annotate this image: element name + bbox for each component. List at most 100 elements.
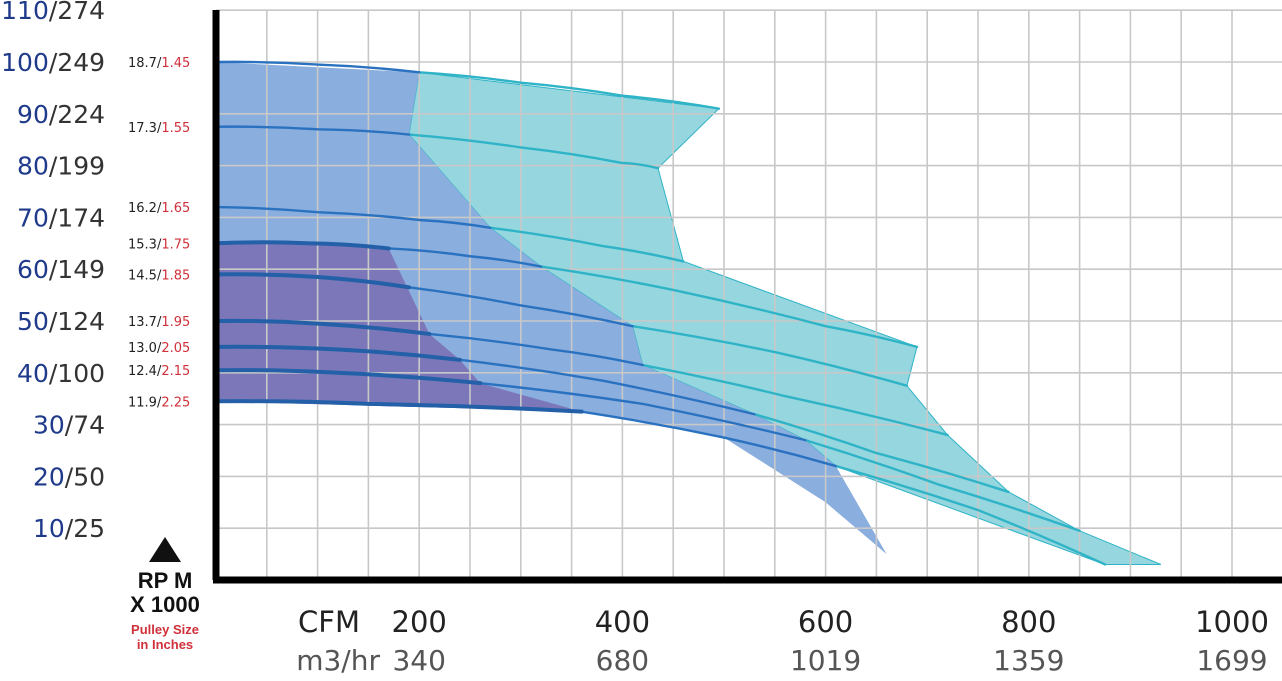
- y-tick-pulley: /100: [49, 359, 105, 388]
- curve-label: 11.9/2.25: [128, 395, 190, 410]
- x-tick-label-m3hr: 1699: [1196, 644, 1267, 677]
- y-tick-label: 20/50: [33, 462, 105, 491]
- curve-cyan-segment: [631, 324, 909, 387]
- curve-rpm: 15.3/: [128, 237, 162, 252]
- curve-blue-segment: [428, 332, 644, 367]
- up-arrow-icon: [149, 537, 181, 562]
- curve-label: 16.2/1.65: [128, 201, 190, 216]
- y-axis-subtitle-line1: Pulley Size: [131, 622, 199, 637]
- blue-region: [216, 62, 887, 555]
- x-tick-label-cfm: 1000: [1195, 605, 1269, 639]
- y-tick-rpm: 10: [33, 514, 65, 543]
- curve-pulley: 1.95: [161, 315, 190, 330]
- curve-blue-segment: [580, 410, 837, 468]
- x-axis-tick-labels: 200 340 400 680 600 1019 800 1359 1000 1699: [392, 605, 1269, 677]
- curve-dark-segment: [214, 368, 483, 386]
- rpm-curves: [214, 60, 1107, 566]
- curve-pulley: 1.75: [161, 237, 190, 252]
- y-tick-rpm: 20: [33, 462, 65, 491]
- curve-cyan-segment: [489, 226, 685, 263]
- x-tick-label-cfm: 600: [798, 605, 853, 639]
- y-tick-rpm: 30: [33, 411, 65, 440]
- y-tick-label: 80/199: [17, 152, 105, 181]
- curve-blue-segment: [387, 247, 543, 268]
- curve-cyan-segment: [407, 133, 660, 170]
- y-axis-title-line1: RP M: [138, 568, 193, 593]
- curve-blue-segment: [407, 286, 634, 328]
- curve-rpm: 11.9/: [128, 395, 162, 410]
- curve-cyan-segment: [641, 363, 949, 437]
- curve-dark-segment: [214, 318, 432, 336]
- y-tick-pulley: /249: [49, 48, 105, 77]
- y-tick-rpm: 50: [17, 307, 49, 336]
- curve-dark-segment: [214, 272, 412, 290]
- curve-pulley: 2.15: [161, 364, 190, 379]
- curve-dark-segment: [214, 240, 391, 251]
- y-tick-rpm: 90: [17, 100, 49, 129]
- y-tick-label: 50/124: [17, 307, 105, 336]
- curve-pulley: 1.45: [161, 56, 190, 71]
- y-tick-label: 70/174: [17, 203, 105, 232]
- y-tick-rpm: 70: [17, 203, 49, 232]
- y-tick-pulley: /149: [49, 255, 105, 284]
- cyan-region: [408, 71, 1162, 565]
- curve-blue-segment: [478, 381, 807, 442]
- x-tick-label-m3hr: 680: [596, 644, 649, 677]
- y-tick-rpm: 60: [17, 255, 49, 284]
- curve-labels: 18.7/1.45 17.3/1.55 16.2/1.65 15.3/1.75 14.5…: [128, 56, 190, 410]
- curve-dark-segment: [214, 344, 462, 362]
- y-tick-label: 30/74: [33, 411, 105, 440]
- y-tick-pulley: /224: [49, 100, 105, 129]
- y-tick-label: 60/149: [17, 255, 105, 284]
- curve-pulley: 1.65: [161, 201, 190, 216]
- chart-grid: [216, 9, 1282, 580]
- curve-label: 12.4/2.15: [128, 364, 190, 379]
- y-axis-subtitle-line2: in Inches: [137, 637, 193, 652]
- performance-regions: [216, 62, 1162, 565]
- curve-dark-segment: [214, 399, 584, 414]
- chart-axes: [212, 10, 1282, 584]
- x-tick-label-m3hr: 1359: [993, 644, 1064, 677]
- curve-label: 13.7/1.95: [128, 315, 190, 330]
- curve-blue-segment: [214, 205, 492, 229]
- curve-rpm: 18.7/: [128, 56, 162, 71]
- y-tick-rpm: 100: [1, 48, 49, 77]
- x-tick-label-cfm: 800: [1001, 605, 1056, 639]
- curve-blue-segment: [214, 125, 411, 136]
- curve-blue-segment: [458, 358, 756, 416]
- x-tick-label-cfm: 400: [595, 605, 650, 639]
- x-axis-secondary-label: m3/hr: [296, 644, 380, 677]
- y-tick-pulley: /50: [65, 462, 105, 491]
- y-tick-label: 100/249: [1, 48, 105, 77]
- curve-label: 13.0/2.05: [128, 341, 190, 356]
- curve-label: 18.7/1.45: [128, 56, 190, 71]
- y-tick-pulley: /74: [65, 411, 105, 440]
- curve-pulley: 1.55: [161, 121, 190, 136]
- curve-rpm: 12.4/: [128, 364, 162, 379]
- curve-blue-segment: [214, 60, 421, 74]
- y-tick-rpm: 80: [17, 152, 49, 181]
- curve-label: 17.3/1.55: [128, 121, 190, 136]
- curve-label: 14.5/1.85: [128, 268, 190, 283]
- x-tick-label-cfm: 200: [392, 605, 447, 639]
- x-tick-label-m3hr: 340: [392, 644, 445, 677]
- curve-rpm: 17.3/: [128, 121, 162, 136]
- y-tick-rpm: 40: [17, 359, 49, 388]
- curve-cyan-segment: [753, 413, 1010, 494]
- curve-rpm: 13.7/: [128, 315, 162, 330]
- y-tick-pulley: /174: [49, 203, 105, 232]
- curve-label: 15.3/1.75: [128, 237, 190, 252]
- curve-pulley: 2.25: [161, 395, 190, 410]
- y-tick-label: 90/224: [17, 100, 105, 129]
- y-tick-pulley: /274: [49, 0, 105, 25]
- curve-cyan-segment: [834, 464, 1107, 566]
- y-axis-tick-labels: 110/274100/24990/22480/19970/17460/14950…: [1, 0, 105, 543]
- x-axis-label: CFM: [298, 605, 360, 639]
- x-tick-label-m3hr: 1019: [790, 644, 861, 677]
- y-tick-pulley: /199: [49, 152, 105, 181]
- y-tick-label: 110/274: [1, 0, 105, 25]
- curve-cyan-segment: [539, 265, 919, 349]
- curve-pulley: 1.85: [161, 268, 190, 283]
- curve-pulley: 2.05: [161, 341, 190, 356]
